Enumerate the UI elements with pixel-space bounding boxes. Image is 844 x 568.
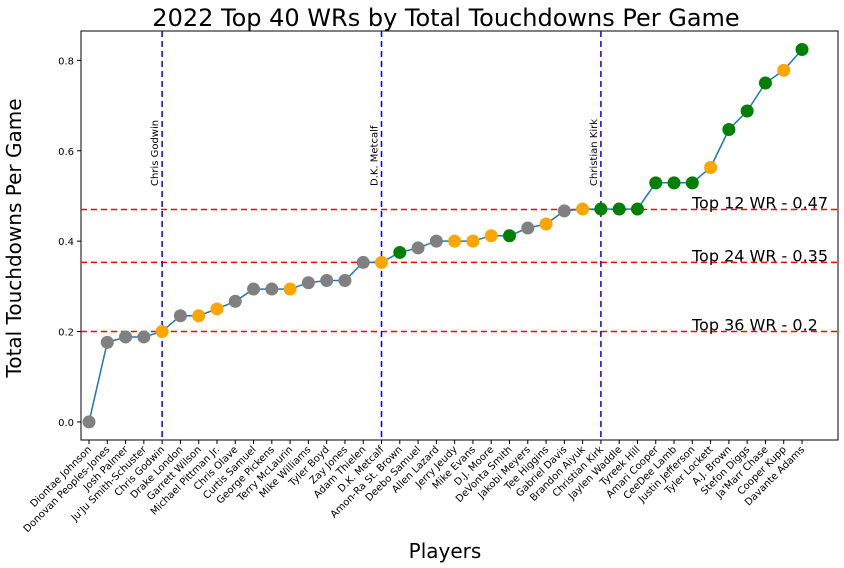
data-point [594,202,608,216]
threshold-label: Top 12 WR - 0.47 [691,194,828,213]
marker-label: D.K. Metcalf [370,125,381,186]
x-axis-label: Players [409,539,482,563]
y-axis-label: Total Touchdowns Per Game [2,99,26,379]
data-point [82,415,96,429]
data-point [173,309,187,323]
data-point [722,123,736,137]
threshold-label: Top 24 WR - 0.35 [691,246,828,265]
data-point [777,63,791,77]
data-point [228,294,242,308]
data-point [704,160,718,174]
data-point [320,273,334,287]
data-point [630,202,644,216]
data-point [758,76,772,90]
data-point [411,241,425,255]
plot-frame [80,30,839,441]
threshold-label: Top 36 WR - 0.2 [691,316,818,335]
data-point [210,302,224,316]
data-point [393,245,407,259]
data-point [375,255,389,269]
data-point [612,202,626,216]
data-point [356,255,370,269]
data-point [667,176,681,190]
data-point [649,176,663,190]
data-point [100,335,114,349]
data-point [338,273,352,287]
data-point [429,234,443,248]
data-point [484,229,498,243]
data-point [466,234,480,248]
data-point [557,204,571,218]
data-point [740,104,754,118]
data-point [301,276,315,290]
data-point [155,325,169,339]
y-tick-label: 0.6 [58,147,74,158]
marker-label: Chris Godwin [150,120,161,186]
chart-title: 2022 Top 40 WRs by Total Touchdowns Per … [152,4,739,32]
y-tick-label: 0.8 [58,56,74,67]
data-point [795,43,809,57]
data-point [265,282,279,296]
data-point [576,202,590,216]
series-line [88,49,803,423]
data-point [137,330,151,344]
data-point [502,229,516,243]
y-tick-label: 0.2 [58,328,74,339]
data-point [192,309,206,323]
data-point [539,217,553,231]
data-point [283,282,297,296]
data-point [685,176,699,190]
data-point [521,221,535,235]
y-tick-label: 0.0 [58,418,74,429]
data-point [119,330,133,344]
y-tick-label: 0.4 [58,237,74,248]
data-point [247,282,261,296]
marker-label: Christian Kirk [589,119,600,186]
data-point [448,234,462,248]
